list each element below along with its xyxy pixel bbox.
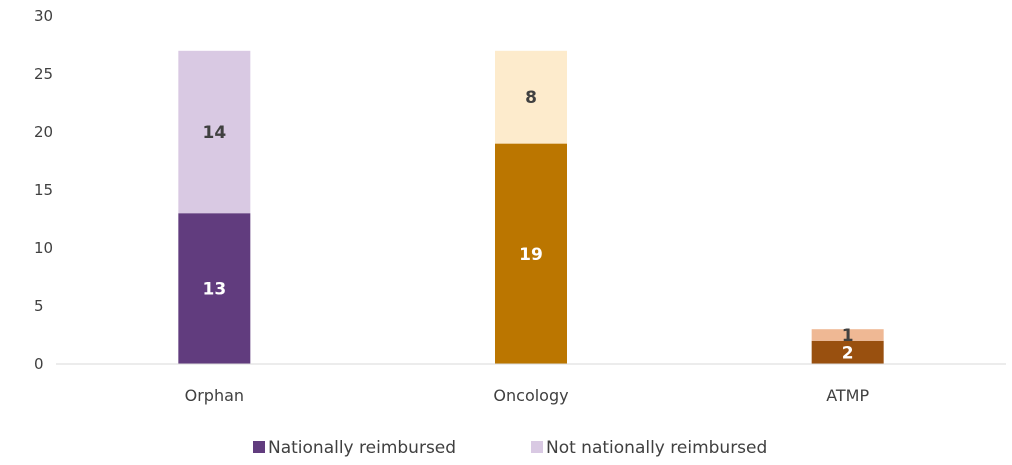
bar-segment [178, 213, 251, 364]
y-tick-label: 15 [34, 181, 53, 199]
bars-group: 13 14 19 8 21 [178, 50, 884, 364]
data-label: 19 [519, 245, 543, 265]
x-category-label: Oncology [493, 386, 568, 405]
y-tick-label: 5 [34, 297, 44, 315]
legend-swatch [253, 441, 265, 453]
y-tick-label: 20 [34, 123, 53, 141]
y-axis: 0 5 10 15 20 25 30 [34, 7, 53, 373]
bar-segment [495, 50, 567, 144]
data-label: 1 [842, 326, 854, 346]
data-label: 13 [202, 280, 226, 300]
legend-label: Not nationally reimbursed [546, 438, 767, 458]
y-tick-label: 25 [34, 65, 53, 83]
data-label: 2 [842, 343, 854, 363]
legend-swatch [531, 441, 543, 453]
legend: Nationally reimbursed Not nationally reim… [253, 438, 767, 458]
y-tick-label: 30 [34, 7, 53, 25]
legend-label: Nationally reimbursed [268, 438, 456, 458]
y-tick-label: 0 [34, 355, 44, 373]
bar-segment [811, 329, 884, 341]
x-axis: Orphan Oncology ATMP [56, 363, 1006, 405]
y-tick-label: 10 [34, 239, 53, 257]
data-label: 8 [525, 88, 537, 108]
x-category-label: Orphan [185, 386, 244, 405]
bar-segment [178, 50, 251, 214]
bar-segment [495, 143, 567, 364]
data-label: 14 [202, 123, 226, 143]
bar-segment [811, 340, 884, 364]
x-category-label: ATMP [826, 386, 869, 405]
